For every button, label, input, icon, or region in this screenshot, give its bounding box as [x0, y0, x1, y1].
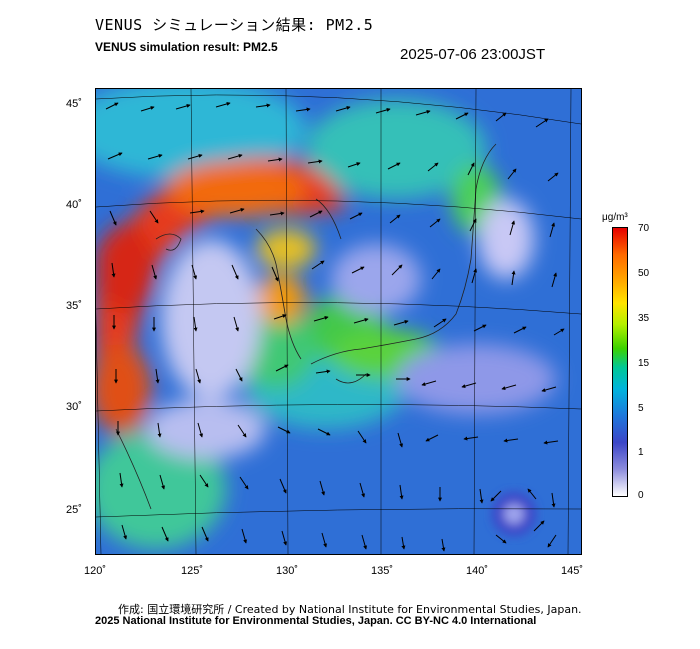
lon-label-140: 140˚ [466, 565, 489, 577]
lat-label-30: 30˚ [66, 401, 82, 413]
lat-label-40: 40˚ [66, 199, 82, 211]
credit-line: 作成: 国立環境研究所 / Created by National Instit… [118, 603, 582, 616]
forecast-timestamp: 2025-07-06 23:00JST [400, 46, 546, 63]
colorbar-label-70: 70 [638, 223, 650, 234]
colorbar [612, 227, 628, 497]
colorbar-label-5: 5 [638, 403, 644, 414]
title-japanese: VENUS シミュレーション結果: PM2.5 [95, 16, 374, 34]
lon-label-125: 125˚ [181, 565, 204, 577]
colorbar-label-35: 35 [638, 313, 650, 324]
license-line: 2025 National Institute for Environmenta… [95, 615, 537, 627]
colorbar-label-0: 0 [638, 490, 644, 501]
pm25-concentration-field [96, 89, 581, 554]
colorbar-label-15: 15 [638, 358, 650, 369]
title-english: VENUS simulation result: PM2.5 [95, 40, 278, 54]
lon-label-130: 130˚ [276, 565, 299, 577]
colorbar-label-50: 50 [638, 268, 650, 279]
lat-label-25: 25˚ [66, 504, 82, 516]
colorbar-label-1: 1 [638, 447, 644, 458]
lon-label-135: 135˚ [371, 565, 394, 577]
colorbar-unit: μg/m³ [602, 212, 628, 223]
pm25-map [95, 88, 582, 555]
lon-label-120: 120˚ [84, 565, 107, 577]
lat-label-35: 35˚ [66, 300, 82, 312]
lat-label-45: 45˚ [66, 98, 82, 110]
lon-label-145: 145˚ [561, 565, 584, 577]
